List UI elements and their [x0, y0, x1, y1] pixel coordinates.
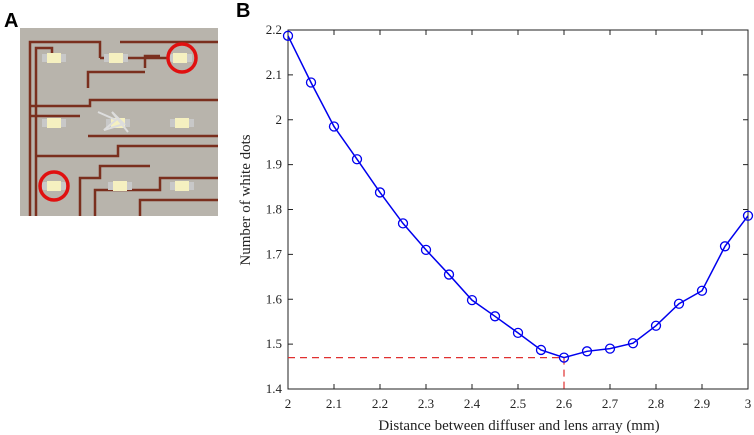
data-point — [420, 244, 432, 256]
data-point — [374, 187, 386, 198]
highlight-circle-bottom-left — [38, 170, 70, 202]
data-point — [558, 352, 570, 363]
data-point — [719, 241, 731, 252]
data-point — [581, 346, 593, 357]
y-tick-label: 1.7 — [266, 246, 283, 261]
data-point — [397, 218, 409, 229]
led-2 — [104, 53, 128, 63]
data-point — [466, 294, 478, 306]
wire-bundle — [97, 111, 129, 133]
y-tick-label: 2 — [276, 112, 283, 127]
led-5 — [106, 118, 130, 128]
x-tick-label: 2.3 — [418, 396, 434, 411]
y-tick-label: 1.5 — [266, 336, 282, 351]
data-point — [742, 210, 754, 221]
y-tick-label: 1.9 — [266, 157, 282, 172]
led-9 — [170, 181, 194, 191]
x-tick-label: 3 — [745, 396, 752, 411]
data-point — [512, 327, 524, 339]
x-tick-label: 2.6 — [556, 396, 573, 411]
data-point — [627, 338, 639, 349]
led-board-photo — [20, 28, 218, 216]
led-7 — [42, 181, 66, 191]
x-tick-label: 2.4 — [464, 396, 481, 411]
data-point — [604, 343, 616, 354]
x-tick-label: 2.8 — [648, 396, 664, 411]
data-point — [328, 121, 340, 132]
series-line — [287, 35, 749, 359]
y-tick-label: 1.6 — [266, 291, 283, 306]
x-tick-label: 2.1 — [326, 396, 342, 411]
led-1 — [42, 53, 66, 63]
highlight-circle-top-right — [166, 42, 198, 74]
copper-traces — [28, 40, 218, 216]
panel-a-label: A — [4, 10, 19, 32]
data-point — [351, 154, 363, 165]
data-point — [489, 311, 501, 322]
x-tick-label: 2.2 — [372, 396, 388, 411]
data-point — [535, 344, 547, 356]
y-axis-title: Number of white dots — [238, 134, 254, 265]
y-tick-label: 2.1 — [266, 67, 282, 82]
led-components — [42, 53, 194, 191]
line-chart: 2 2.1 2.2 2.3 2.4 2.5 2.6 2.7 2.8 2.9 3 1.4 1.5 1.6 1.… — [238, 22, 754, 434]
x-axis-title: Distance between diffuser and lens array… — [378, 418, 659, 434]
x-tick-label: 2.5 — [510, 396, 526, 411]
data-point — [673, 298, 685, 309]
y-tick-label: 2.2 — [266, 22, 282, 37]
data-point — [282, 30, 294, 41]
x-tick-label: 2.7 — [602, 396, 619, 411]
panel-b-label: B — [236, 0, 251, 22]
data-point — [443, 269, 455, 280]
x-tick-label: 2 — [285, 396, 292, 411]
y-tick-label: 1.4 — [266, 381, 283, 396]
led-8 — [108, 181, 132, 191]
led-6 — [170, 118, 194, 128]
led-3 — [168, 53, 192, 63]
data-point — [696, 285, 708, 296]
x-tick-label: 2.9 — [694, 396, 710, 411]
led-4 — [42, 118, 66, 128]
data-point — [650, 320, 662, 331]
y-tick-label: 1.8 — [266, 202, 282, 217]
data-point — [305, 77, 317, 88]
plot-frame — [287, 29, 749, 390]
